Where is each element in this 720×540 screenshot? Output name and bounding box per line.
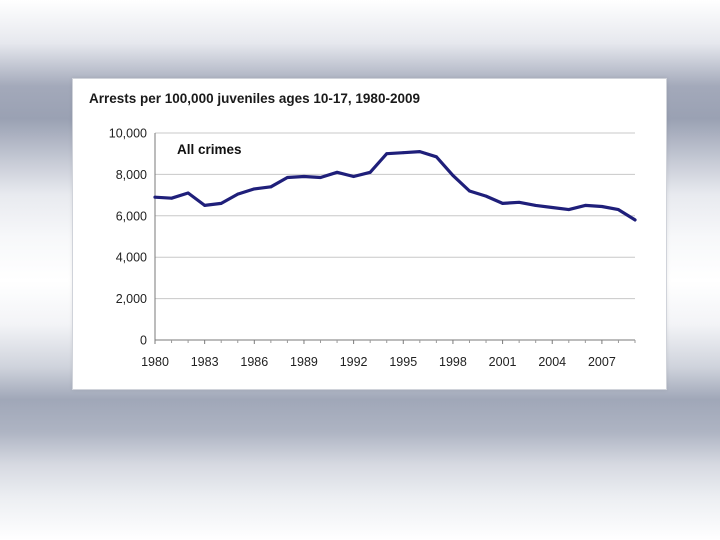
data-point <box>153 195 157 199</box>
x-tick-label: 2007 <box>588 355 616 369</box>
data-point <box>269 185 273 189</box>
data-point <box>319 176 322 179</box>
data-point <box>170 196 173 200</box>
data-point <box>451 174 455 177</box>
data-point <box>583 204 587 207</box>
data-point <box>385 152 389 156</box>
data-point <box>252 187 256 191</box>
data-point <box>517 200 521 204</box>
data-point <box>302 175 306 178</box>
data-point <box>368 170 372 174</box>
data-point <box>401 151 405 155</box>
data-point <box>434 155 438 159</box>
data-point <box>352 175 356 178</box>
data-point <box>600 205 604 208</box>
chart-card: Arrests per 100,000 juveniles ages 10-17… <box>72 78 667 390</box>
y-tick-label: 8,000 <box>116 168 147 182</box>
y-tick-label: 6,000 <box>116 209 147 223</box>
line-chart: 0 2,000 4,000 6,000 8,000 10,000 1980 1983 1986 1… <box>109 127 637 369</box>
series-annotation: All crimes <box>177 142 242 157</box>
data-point <box>418 150 422 154</box>
data-point <box>550 206 554 209</box>
data-point <box>501 201 504 205</box>
y-tick-label: 2,000 <box>116 292 147 306</box>
chart-title: Arrests per 100,000 juveniles ages 10-17… <box>89 91 420 106</box>
x-tick-label: 2004 <box>538 355 566 369</box>
x-tick-label: 1986 <box>240 355 268 369</box>
y-tick-label: 4,000 <box>116 251 147 265</box>
x-tick-label: 1983 <box>191 355 219 369</box>
data-point <box>236 192 240 196</box>
data-point <box>286 176 289 179</box>
y-tick-label: 10,000 <box>109 127 147 141</box>
data-point <box>335 170 339 174</box>
data-point <box>617 208 620 211</box>
data-point <box>534 204 538 207</box>
x-tick-label: 1980 <box>141 355 169 369</box>
x-tick-label: 1998 <box>439 355 467 369</box>
data-point <box>484 194 488 198</box>
x-tick-label: 1995 <box>389 355 417 369</box>
data-point <box>567 208 571 211</box>
data-point <box>219 201 223 205</box>
x-tick-label: 1992 <box>340 355 368 369</box>
x-tick-label: 1989 <box>290 355 318 369</box>
x-tick-label: 2001 <box>489 355 517 369</box>
data-point <box>468 189 471 193</box>
series-line <box>153 149 637 222</box>
data-point <box>203 204 207 207</box>
data-point <box>633 218 637 222</box>
y-tick-label: 0 <box>140 334 147 348</box>
data-point <box>186 191 190 195</box>
